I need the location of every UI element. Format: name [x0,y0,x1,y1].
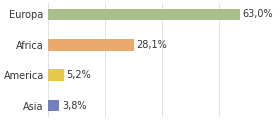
Bar [48,100,59,111]
Bar [48,69,64,81]
Text: 3,8%: 3,8% [62,101,87,111]
Text: 63,0%: 63,0% [242,9,273,19]
Bar [48,39,134,51]
Bar [48,9,240,20]
Text: 28,1%: 28,1% [136,40,167,50]
Text: 5,2%: 5,2% [66,70,91,80]
